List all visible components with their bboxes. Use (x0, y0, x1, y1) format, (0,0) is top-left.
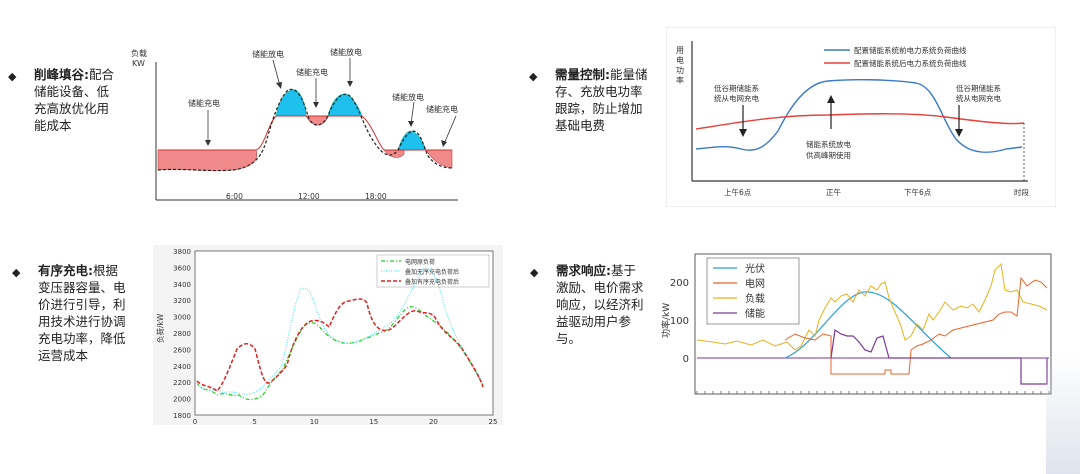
annotation-left: 统从电网充电 (714, 93, 759, 103)
bullet-ordered-charging: ◆ 有序充电:根据变压器容量、电价进行引导，利用技术进行协调充电功率，降低运营成… (12, 262, 126, 364)
legend-storage: 储能 (745, 307, 765, 320)
bullet-text: 根据变压器容量、电价进行引导，利用技术进行协调充电功率，降低运营成本 (38, 263, 126, 363)
y-axis-label: 用 (676, 46, 684, 55)
grid-curve (784, 276, 1048, 375)
annotation-mid: 储能系统放电 (806, 139, 851, 149)
diamond-bullet-icon: ◆ (530, 266, 539, 279)
annotation-label: 储能充电 (188, 98, 220, 108)
ordered-charging-chart: 负荷/kW 1800 2000 2200 2400 2600 2800 3000 3200 34… (153, 245, 503, 426)
legend-after: 配置储能系统后电力系统负荷曲线 (854, 58, 967, 68)
y-tick: 2400 (173, 363, 191, 371)
load-before-curve (695, 78, 1023, 153)
annotation-label: 储能充电 (296, 67, 328, 77)
annotation-label: 储能充电 (426, 104, 458, 114)
annotation-label: 储能放电 (252, 49, 284, 59)
decorative-corner (1046, 354, 1080, 474)
ordered-load-line (196, 298, 484, 392)
y-tick: 100 (670, 316, 689, 327)
y-tick: 3200 (173, 297, 191, 305)
legend-ordered: 叠加有序充电负荷后 (405, 278, 459, 286)
y-axis-label: 电 (676, 55, 684, 65)
x-tick: 时段 (1014, 187, 1030, 197)
x-tick: 正午 (826, 187, 841, 197)
annotation-left: 低谷期储能系 (714, 83, 759, 93)
annotation-label: 储能放电 (330, 47, 362, 57)
bullet-title: 需量控制: (555, 67, 610, 82)
x-tick: 0 (193, 418, 197, 425)
y-tick: 2600 (173, 346, 191, 354)
charge-area-left (157, 149, 258, 171)
x-tick: 6:00 (226, 192, 243, 201)
bullet-demand-response: ◆ 需求响应:基于激励、电价需求响应，以经济利益驱动用户参与。 (530, 262, 644, 347)
y-axis-unit: KW (132, 59, 145, 68)
y-tick: 3000 (173, 314, 191, 322)
y-tick: 3600 (173, 264, 191, 272)
y-axis-label: 率 (676, 75, 684, 85)
legend-base: 电网原负荷 (405, 258, 435, 266)
disordered-load-line (196, 267, 484, 395)
x-tick: 18:00 (365, 192, 387, 201)
bullet-demand-control: ◆ 需量控制:能量储存、充放电功率跟踪，防止增加基础电费 (529, 66, 653, 134)
legend-before: 配置储能系统前电力系统负荷曲线 (854, 45, 967, 55)
y-ticks: 1800 2000 2200 2400 2600 2800 3000 3200 3400 3600… (173, 248, 191, 420)
load-before-line (157, 88, 453, 172)
y-axis-label: 功 (676, 65, 684, 75)
bullet-title: 削峰填谷: (34, 67, 89, 82)
y-tick: 2800 (173, 330, 191, 338)
x-tick: 15 (369, 418, 378, 425)
x-tick: 5 (252, 418, 256, 425)
x-tick: 下午6点 (904, 187, 932, 197)
base-load-line (196, 306, 484, 401)
discharge-area-3 (397, 130, 427, 151)
y-axis-label: 功率/kW (660, 303, 672, 338)
bullet-text: 基于激励、电价需求响应，以经济利益驱动用户参与。 (556, 263, 644, 346)
x-tick: 25 (489, 418, 498, 425)
annotation-right: 统从电网充电 (956, 93, 1001, 103)
y-ticks: 0 100 200 (670, 278, 689, 365)
x-tick: 10 (310, 418, 319, 425)
legend-pv: 光伏 (745, 262, 765, 275)
diamond-bullet-icon: ◆ (12, 266, 21, 279)
legend-load: 负载 (745, 292, 765, 305)
y-tick: 200 (670, 278, 689, 289)
y-tick: 2000 (173, 396, 191, 404)
load-after-line (158, 115, 452, 151)
x-tick: 20 (429, 418, 438, 425)
x-tick: 12:00 (298, 192, 320, 201)
y-tick: 0 (683, 354, 689, 365)
charge-area-right2 (425, 149, 453, 169)
peak-shaving-diagram: 负载 KW 储能充电 储能放电 储能充电 储能放电 储能放电 储能充电 (128, 44, 466, 204)
storage-curve (830, 328, 1048, 385)
discharge-area-1 (275, 89, 307, 117)
diamond-bullet-icon: ◆ (8, 70, 17, 83)
bullet-text: 能量储存、充放电功率跟踪，防止增加基础电费 (555, 67, 648, 133)
bullet-title: 需求响应: (556, 263, 611, 278)
bullet-title: 有序充电: (38, 263, 93, 278)
legend-grid: 电网 (745, 277, 765, 290)
y-tick: 1800 (173, 412, 191, 420)
y-tick: 2200 (173, 379, 191, 387)
bullet-peak-shaving: ◆ 削峰填谷:配合储能设备、低充高放优化用能成本 (8, 66, 118, 134)
bullet-text: 配合储能设备、低充高放优化用能成本 (34, 67, 115, 133)
demand-response-chart: 功率/kW 0 100 200 光伏 电网 负载 储能 (655, 250, 1065, 400)
annotation-label: 储能放电 (392, 92, 424, 102)
y-axis-label: 负荷/kW (155, 313, 165, 343)
demand-control-diagram: 用 电 功 率 配置储能系统前电力系统负荷曲线 配置储能系统后电力系统负荷曲线 … (665, 26, 1057, 208)
y-tick: 3400 (173, 281, 191, 289)
charge-area-right (383, 149, 405, 158)
diamond-bullet-icon: ◆ (529, 70, 538, 83)
x-ticks: 0 5 10 15 20 25 (193, 418, 498, 426)
x-tick: 上午6点 (724, 187, 752, 197)
load-curve (696, 262, 1048, 351)
annotation-right: 低谷期储能系 (956, 83, 1001, 93)
y-tick: 3800 (173, 248, 191, 256)
load-after-curve (695, 113, 1025, 130)
pv-curve (784, 291, 952, 359)
annotation-mid: 供高峰期使用 (806, 150, 851, 160)
y-axis-label: 负载 (131, 48, 147, 58)
